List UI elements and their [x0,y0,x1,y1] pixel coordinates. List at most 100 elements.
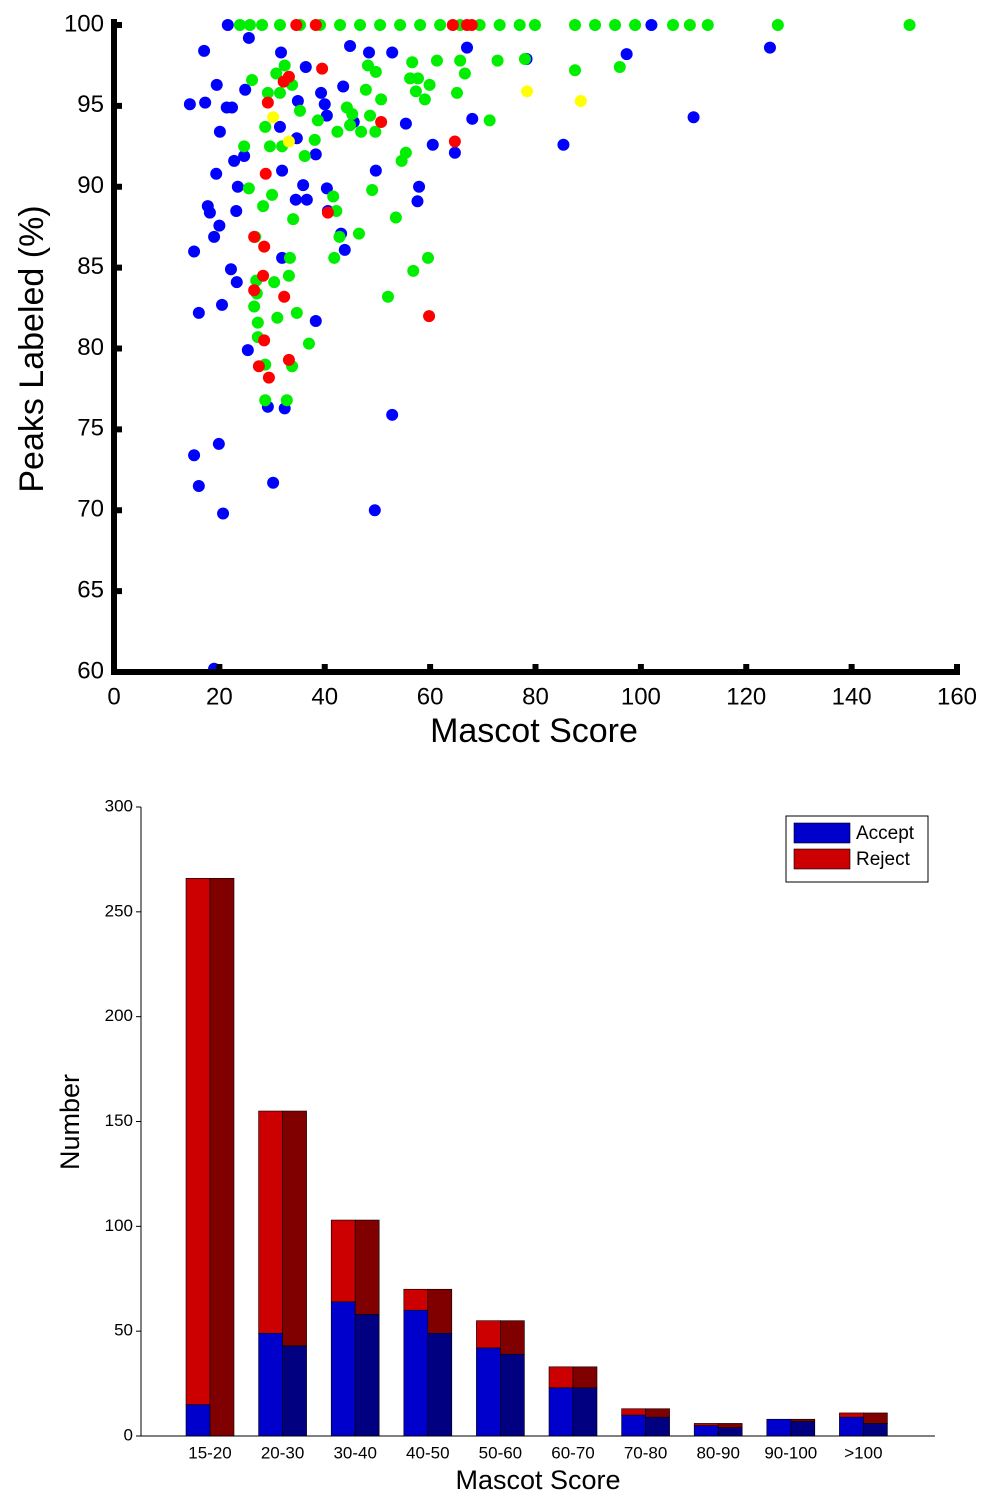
scatter-point [315,86,328,99]
bar-segment [766,1418,792,1437]
scatter-point [344,40,357,53]
scatter-point [293,104,306,117]
scatter-point [318,98,331,111]
scatter-point [683,19,696,31]
scatter-point [645,19,658,31]
legend-swatch [793,848,851,870]
scatter-point [290,19,303,31]
bar-segment [621,1408,646,1416]
bar-segment [548,1387,574,1437]
bar-segment [354,1314,380,1437]
bar-segment [839,1416,864,1437]
bar-segment [427,1332,453,1437]
bar-segment [209,877,235,1437]
scatter-point [212,437,225,450]
scatter-point [331,125,344,138]
scatter-point [354,19,367,31]
bar-segment [621,1414,646,1437]
y-tick-label: 200 [105,1006,133,1025]
x-tick-label: 100 [621,683,661,710]
legend-label: Accept [856,823,915,844]
scatter-point [259,167,272,180]
scatter-point [242,31,255,44]
scatter-point [280,394,293,407]
scatter-point [448,135,461,148]
scatter-point [386,46,399,59]
x-tick-label: 20-30 [261,1443,304,1462]
scatter-point [263,140,276,153]
scatter-point [267,111,280,124]
x-tick-label: 90-100 [764,1443,817,1462]
bar-segment [403,1288,429,1311]
scatter-point [299,61,312,74]
scatter-point [275,46,288,59]
y-tick-label: 70 [77,496,104,523]
y-tick-label: 60 [77,657,104,684]
scatter-point [290,306,303,319]
scatter-point [430,54,443,67]
scatter-point [259,394,272,407]
bar-segment [258,1332,283,1437]
scatter-point [528,19,541,31]
scatter-point [328,251,341,264]
scatter-point [238,150,251,163]
y-tick-label: 250 [105,901,133,920]
bar-segment [185,877,211,1405]
scatter-point [406,56,419,69]
scatter-point [422,251,435,264]
scatter-point [454,54,467,67]
scatter-point [423,310,436,323]
y-tick-label: 50 [114,1321,133,1340]
bar-segment [572,1366,598,1389]
scatter-point [298,150,311,163]
scatter-point [569,19,582,31]
scatter-point [465,19,478,31]
scatter-point [374,19,387,31]
scatter-point [258,334,271,347]
scatter-point [203,206,216,219]
scatter-point [297,179,310,192]
scatter-point [359,83,372,96]
scatter-point [252,360,265,373]
scatter-point [613,61,626,74]
scatter-point [771,19,784,31]
scatter-point [230,276,243,289]
scatter-point [426,138,439,151]
scatter-point [409,85,422,98]
scatter-point [903,19,916,31]
scatter-point [261,86,274,99]
x-tick-label: 40-50 [406,1443,449,1462]
scatter-point [609,19,622,31]
scatter-point [246,73,259,86]
scatter-point [188,449,201,462]
scatter-point [364,109,377,122]
scatter-point [518,52,531,65]
scatter-point [192,479,205,492]
scatter-point [282,70,295,83]
scatter-point [282,135,295,148]
bar-segment [354,1219,380,1315]
scatter-point [412,72,425,85]
scatter-point [320,109,333,122]
scatter-point [308,133,321,146]
y-tick-label: 90 [77,172,104,199]
y-axis-label: Peaks Labeled (%) [13,205,51,492]
scatter-point [407,264,420,277]
bar-segment [839,1412,864,1418]
scatter-point [268,276,281,289]
scatter-point [491,54,504,67]
scatter-point [321,206,334,219]
scatter-point [589,19,602,31]
scatter-point [213,219,226,232]
bar-segment [693,1423,719,1426]
scatter-point [355,125,368,138]
scatter-point [414,19,427,31]
scatter-point [231,180,244,193]
bar-segment [572,1387,598,1437]
x-tick-label: 50-60 [479,1443,522,1462]
scatter-point [352,227,365,240]
scatter-point [243,19,256,31]
bar-segment [717,1423,743,1428]
